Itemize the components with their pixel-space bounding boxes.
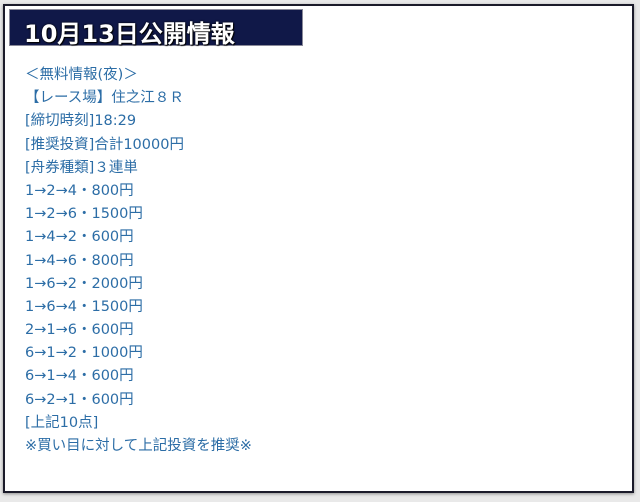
bet-line: 2→1→6・600円 [25,322,134,339]
recommended-investment: [推奨投資]合計10000円 [25,136,184,153]
info-lines: ＜無料情報(夜)＞ 【レース場】住之江８Ｒ [締切時刻]18:29 [推奨投資]… [25,64,252,458]
recommendation-note: ※買い目に対して上記投資を推奨※ [25,438,252,454]
bet-line: 1→2→4・800円 [25,182,134,199]
bet-line: 1→4→2・600円 [25,229,134,246]
header-banner: 10月13日公開情報 [9,9,303,48]
deadline-time: [締切時刻]18:29 [25,113,137,130]
bet-line: 1→2→6・1500円 [25,206,143,223]
bet-line: 1→4→6・800円 [25,252,134,269]
bet-line: 6→1→2・1000円 [25,345,143,362]
race-venue: 【レース場】住之江８Ｒ [25,90,184,107]
info-section-label: ＜無料情報(夜)＞ [25,67,138,83]
bet-line: 6→1→4・600円 [25,368,134,385]
page-title: 10月13日公開情報 [24,20,235,48]
ticket-type: [舟券種類]３連単 [25,159,138,176]
bet-line: 6→2→1・600円 [25,391,134,408]
bet-count: [上記10点] [25,414,99,431]
bet-line: 1→6→2・2000円 [25,275,143,292]
bet-line: 1→6→4・1500円 [25,298,143,315]
info-panel: 10月13日公開情報 ＜無料情報(夜)＞ 【レース場】住之江８Ｒ [締切時刻]1… [3,4,634,493]
